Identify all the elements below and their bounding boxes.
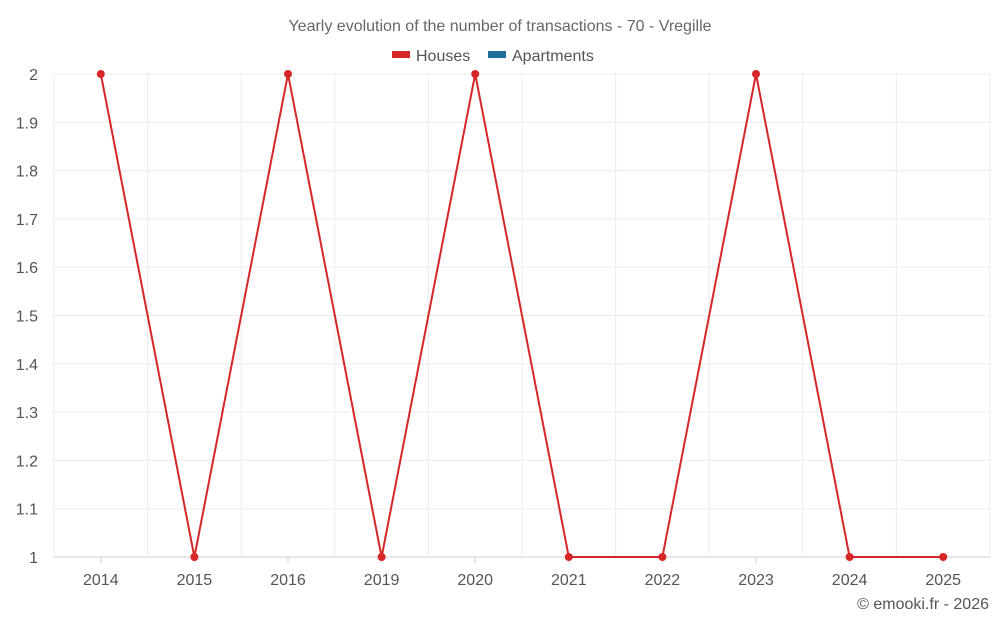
data-point-houses[interactable] xyxy=(658,553,667,561)
legend-label-apartments[interactable]: Apartments xyxy=(512,48,594,65)
data-point-houses[interactable] xyxy=(96,70,105,78)
chart-title: Yearly evolution of the number of transa… xyxy=(288,18,711,35)
y-tick-label: 1.2 xyxy=(16,453,38,470)
y-tick-label: 1.7 xyxy=(16,212,38,229)
x-tick-label: 2016 xyxy=(270,572,306,589)
data-point-houses[interactable] xyxy=(939,553,948,561)
data-point-houses[interactable] xyxy=(564,553,573,561)
y-tick-label: 1.3 xyxy=(16,405,38,422)
legend-swatch-houses[interactable] xyxy=(392,51,410,58)
x-tick-label: 2019 xyxy=(364,572,400,589)
y-tick-label: 1.8 xyxy=(16,164,38,181)
legend: Houses Apartments xyxy=(392,48,594,65)
axes: 1 1.1 1.2 1.3 1.4 1.5 1.6 1.7 1.8 1.9 2 2014 2015 201… xyxy=(16,67,961,589)
data-point-houses[interactable] xyxy=(377,553,386,561)
y-tick-label: 1.6 xyxy=(16,260,38,277)
data-point-houses[interactable] xyxy=(190,553,199,561)
y-tick-label: 1 xyxy=(29,550,38,567)
x-tick-label: 2025 xyxy=(925,572,961,589)
y-tick-label: 1.4 xyxy=(16,357,38,374)
x-tick-label: 2020 xyxy=(457,572,493,589)
y-tick-label: 1.5 xyxy=(16,309,38,326)
y-tick-label: 1.1 xyxy=(16,502,38,519)
series-layer xyxy=(96,70,948,561)
y-tick-label: 2 xyxy=(29,67,38,84)
data-point-houses[interactable] xyxy=(845,553,854,561)
legend-swatch-apartments[interactable] xyxy=(488,51,506,58)
data-point-houses[interactable] xyxy=(752,70,760,78)
series-line-houses xyxy=(99,73,944,558)
credit-text: © emooki.fr - 2026 xyxy=(857,596,989,613)
data-point-houses[interactable] xyxy=(471,70,480,78)
x-tick-label: 2014 xyxy=(83,572,119,589)
x-tick-label: 2023 xyxy=(738,572,774,589)
x-tick-label: 2021 xyxy=(551,572,587,589)
x-tick-label: 2024 xyxy=(832,572,868,589)
x-tick-label: 2022 xyxy=(645,572,681,589)
y-tick-label: 1.9 xyxy=(16,115,38,132)
legend-label-houses[interactable]: Houses xyxy=(416,48,470,65)
x-tick-label: 2015 xyxy=(177,572,213,589)
data-point-houses[interactable] xyxy=(284,70,292,78)
